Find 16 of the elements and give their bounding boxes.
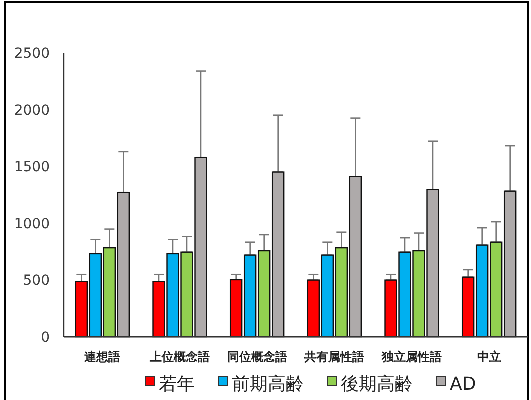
x-tick-label: 中立 [477, 350, 502, 364]
y-tick-label: 1500 [14, 160, 50, 176]
y-tick-label: 0 [41, 330, 50, 346]
x-tick-label: 連想語 [84, 350, 121, 364]
x-tick-label: 独立属性語 [381, 350, 442, 364]
x-tick-label: 上位概念語 [149, 350, 210, 364]
legend-label: 後期高齢 [341, 374, 413, 395]
x-tick-label: 同位概念語 [227, 350, 288, 364]
y-tick-label: 500 [23, 273, 50, 290]
y-tick-label: 2500 [14, 46, 50, 62]
legend-label: 前期高齢 [232, 374, 304, 395]
x-tick-label: 共有属性語 [304, 350, 365, 364]
y-tick-label: 2000 [14, 102, 50, 119]
y-tick-label: 1000 [14, 216, 50, 232]
legend-label: 若年 [159, 374, 195, 395]
legend-label: AD [450, 374, 476, 395]
